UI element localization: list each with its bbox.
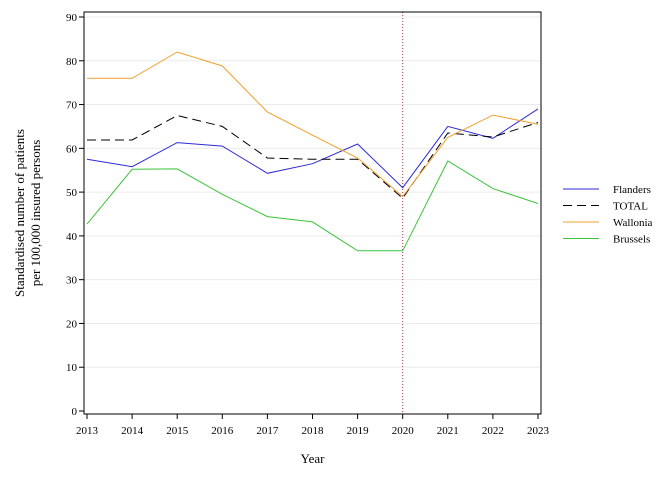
- x-tick-label: 2022: [482, 425, 504, 437]
- plot-area-frame: [83, 11, 542, 415]
- y-axis-title-line-1: Standardised number of patients: [12, 129, 27, 297]
- legend-label-flanders: Flanders: [613, 184, 651, 196]
- x-tick-label: 2016: [211, 425, 234, 437]
- x-axis-title: Year: [301, 451, 326, 466]
- series-line-total: [87, 114, 539, 199]
- y-tick-label: 60: [66, 143, 78, 155]
- y-tick-label: 0: [72, 406, 78, 418]
- x-tick-label: 2021: [437, 425, 459, 437]
- x-tick-label: 2018: [302, 425, 325, 437]
- x-tick-label: 2023: [527, 425, 550, 437]
- y-axis-title-line-2: per 100,000 insured persons: [28, 140, 43, 287]
- y-tick-label: 20: [66, 318, 78, 330]
- legend-label-wallonia: Wallonia: [613, 217, 653, 229]
- x-tick-label: 2019: [347, 425, 370, 437]
- y-tick-label: 50: [66, 187, 78, 199]
- y-tick-label: 80: [66, 56, 78, 68]
- x-tick-label: 2013: [76, 425, 99, 437]
- x-tick-label: 2020: [392, 425, 415, 437]
- legend: Flanders TOTAL Wallonia Brussels: [563, 184, 653, 246]
- series-line-wallonia: [87, 51, 539, 198]
- x-tick-label: 2017: [256, 425, 279, 437]
- legend-label-brussels: Brussels: [613, 234, 650, 246]
- y-tick-label: 30: [66, 275, 78, 287]
- y-tick-label: 10: [66, 362, 78, 374]
- x-axis: 2013 2014 2015 2016 2017 2018 2019 2020 2021 2022…: [76, 414, 550, 437]
- x-tick-label: 2014: [121, 425, 144, 437]
- x-tick-label: 2015: [166, 425, 189, 437]
- series-line-brussels: [86, 160, 539, 252]
- series-lines: [86, 51, 539, 252]
- legend-label-total: TOTAL: [613, 201, 648, 213]
- y-tick-label: 90: [66, 12, 78, 24]
- y-tick-label: 40: [66, 231, 78, 243]
- gridlines: [84, 16, 541, 368]
- y-axis: 0 10 20 30 40 50 60 70 80 90: [66, 12, 84, 418]
- y-tick-label: 70: [66, 100, 78, 112]
